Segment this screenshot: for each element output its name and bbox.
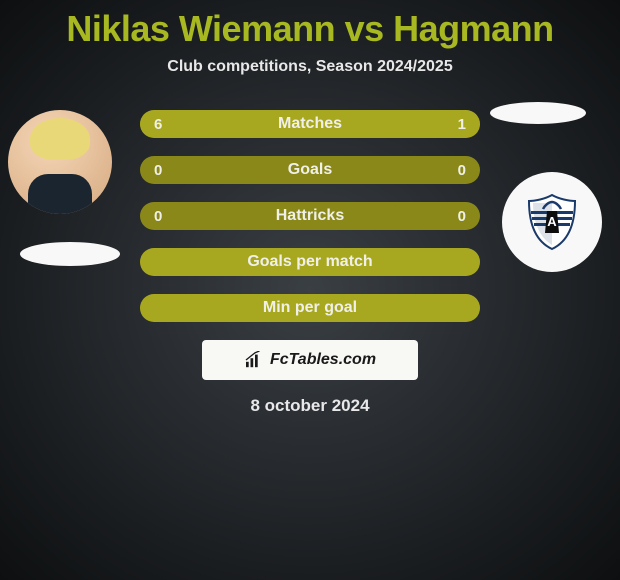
player-right-club-badge: A bbox=[502, 172, 602, 272]
stat-label: Hattricks bbox=[276, 207, 344, 225]
stat-label: Goals bbox=[288, 161, 332, 179]
stat-row-hattricks: 0 Hattricks 0 bbox=[140, 202, 480, 230]
player-right-name-badge bbox=[490, 102, 586, 124]
watermark-text: FcTables.com bbox=[270, 351, 376, 369]
stat-row-min-per-goal: Min per goal bbox=[140, 294, 480, 322]
stat-fill-left bbox=[140, 110, 405, 138]
page-title: Niklas Wiemann vs Hagmann bbox=[0, 0, 620, 50]
shield-icon: A bbox=[525, 193, 579, 251]
player-left-avatar bbox=[8, 110, 112, 214]
stat-label: Min per goal bbox=[263, 299, 357, 317]
svg-text:A: A bbox=[547, 214, 557, 229]
stat-label: Matches bbox=[278, 115, 342, 133]
stat-row-goals-per-match: Goals per match bbox=[140, 248, 480, 276]
subtitle: Club competitions, Season 2024/2025 bbox=[0, 58, 620, 76]
stat-fill-right bbox=[405, 110, 480, 138]
stat-label: Goals per match bbox=[247, 253, 372, 271]
stats-bars: 6 Matches 1 0 Goals 0 0 Hattricks 0 Goal… bbox=[140, 110, 480, 322]
stat-value-right: 0 bbox=[458, 208, 466, 225]
stat-value-left: 0 bbox=[154, 208, 162, 225]
watermark: FcTables.com bbox=[202, 340, 418, 380]
chart-icon bbox=[244, 351, 266, 369]
stat-row-matches: 6 Matches 1 bbox=[140, 110, 480, 138]
stat-row-goals: 0 Goals 0 bbox=[140, 156, 480, 184]
stat-value-left: 6 bbox=[154, 116, 162, 133]
comparison-panel: A 6 Matches 1 0 Goals 0 0 Hattricks 0 bbox=[0, 110, 620, 416]
stat-value-left: 0 bbox=[154, 162, 162, 179]
stat-value-right: 1 bbox=[458, 116, 466, 133]
date-label: 8 october 2024 bbox=[0, 396, 620, 416]
player-left-club-badge bbox=[20, 242, 120, 266]
stat-value-right: 0 bbox=[458, 162, 466, 179]
